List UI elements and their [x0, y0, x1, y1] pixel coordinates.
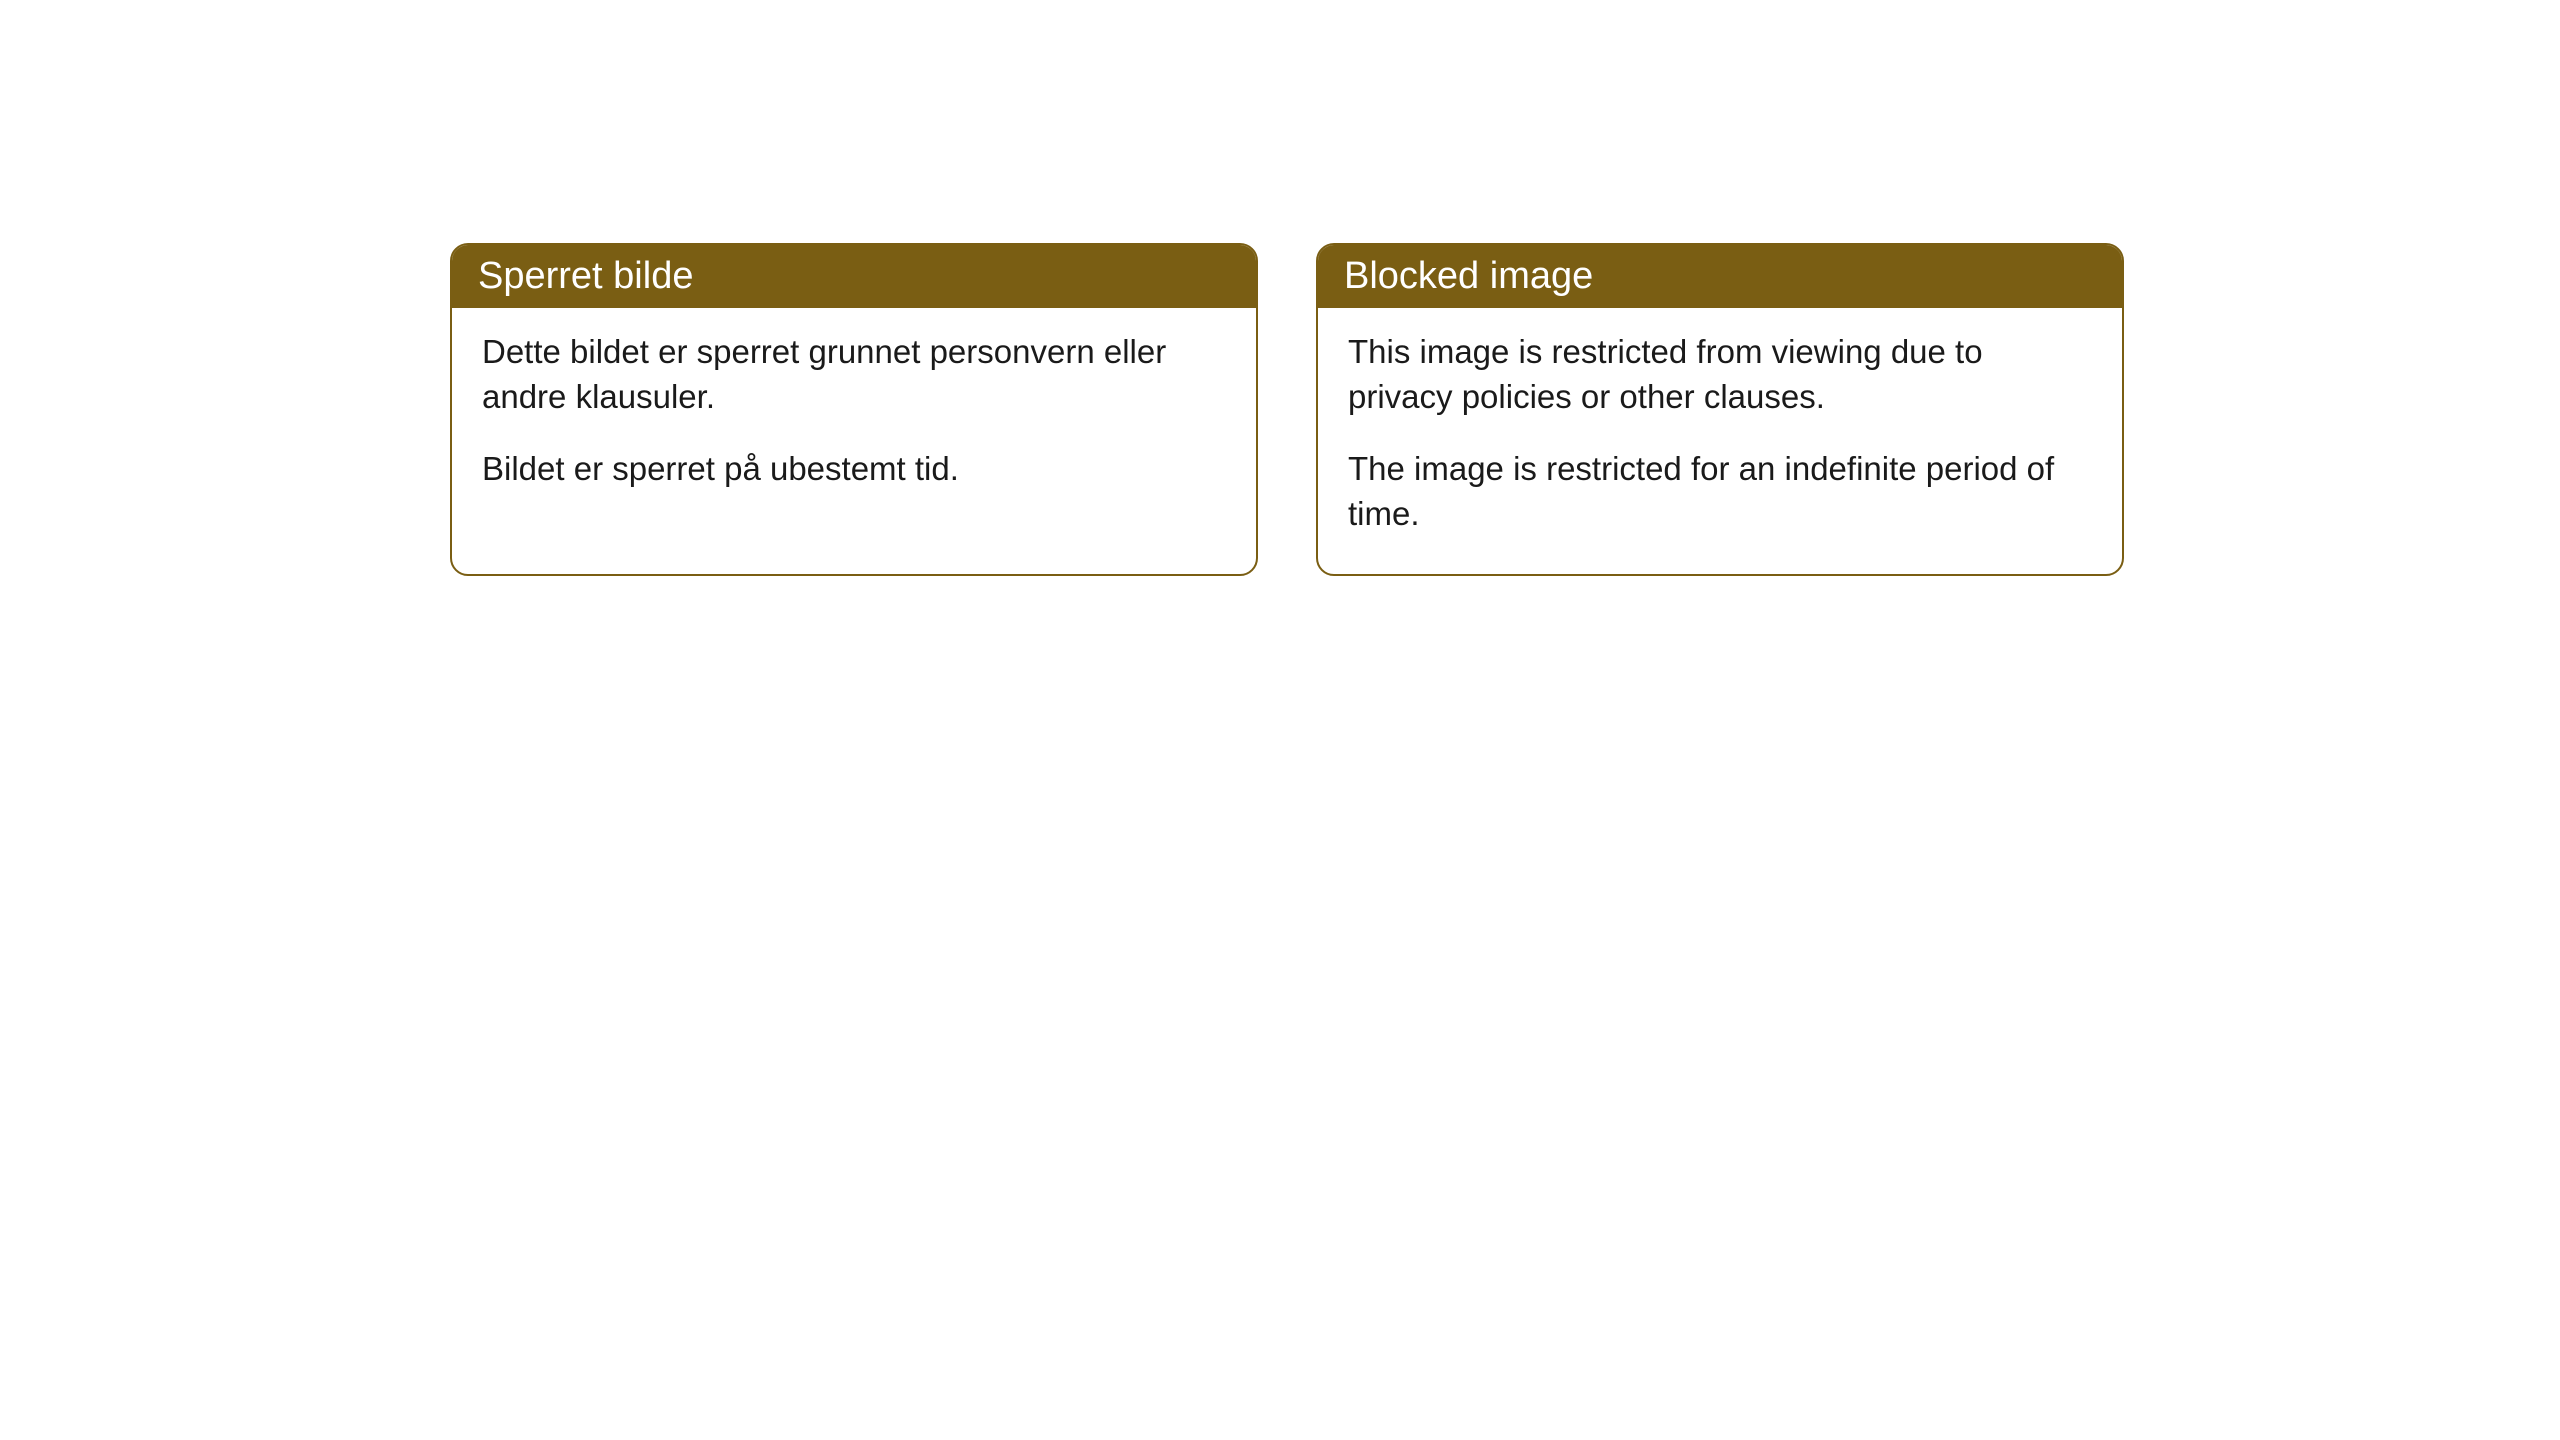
card-paragraph-1: Dette bildet er sperret grunnet personve… — [482, 330, 1226, 419]
card-header: Sperret bilde — [452, 245, 1256, 308]
blocked-image-card-english: Blocked image This image is restricted f… — [1316, 243, 2124, 576]
card-paragraph-1: This image is restricted from viewing du… — [1348, 330, 2092, 419]
card-paragraph-2: The image is restricted for an indefinit… — [1348, 447, 2092, 536]
card-body: Dette bildet er sperret grunnet personve… — [452, 308, 1256, 530]
blocked-image-card-norwegian: Sperret bilde Dette bildet er sperret gr… — [450, 243, 1258, 576]
card-body: This image is restricted from viewing du… — [1318, 308, 2122, 574]
card-title: Sperret bilde — [478, 255, 693, 297]
notice-cards-container: Sperret bilde Dette bildet er sperret gr… — [450, 243, 2124, 576]
card-title: Blocked image — [1344, 255, 1593, 297]
card-paragraph-2: Bildet er sperret på ubestemt tid. — [482, 447, 1226, 492]
card-header: Blocked image — [1318, 245, 2122, 308]
